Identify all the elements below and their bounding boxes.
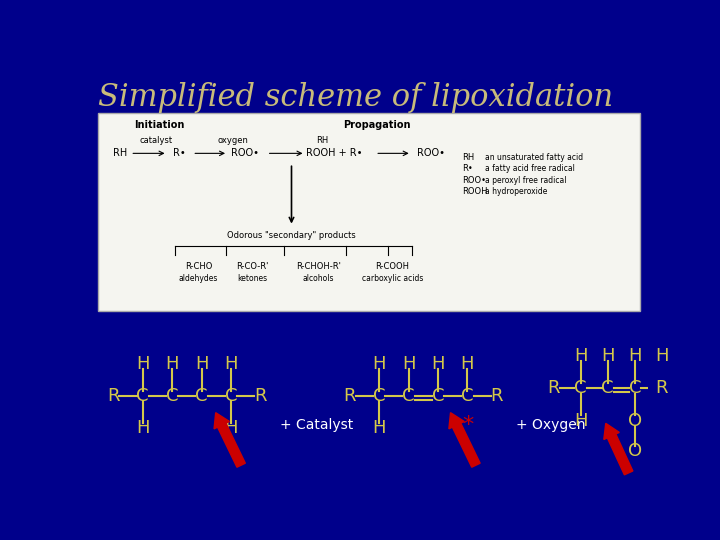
Text: ROOH + R•: ROOH + R• bbox=[306, 148, 362, 158]
Text: H: H bbox=[195, 355, 208, 373]
Text: C: C bbox=[575, 379, 587, 397]
Text: R: R bbox=[107, 387, 120, 405]
Text: O: O bbox=[628, 411, 642, 429]
Text: + Oxygen: + Oxygen bbox=[516, 418, 586, 432]
Text: + Catalyst: + Catalyst bbox=[280, 418, 353, 432]
Text: Simplified scheme of lipoxidation: Simplified scheme of lipoxidation bbox=[98, 82, 613, 113]
Text: Initiation: Initiation bbox=[135, 120, 185, 130]
Text: RH: RH bbox=[113, 148, 127, 158]
Text: C: C bbox=[629, 379, 641, 397]
Text: H: H bbox=[136, 419, 150, 437]
Text: R: R bbox=[343, 387, 356, 405]
Text: H: H bbox=[574, 411, 588, 429]
Text: Propagation: Propagation bbox=[343, 120, 410, 130]
Text: R: R bbox=[254, 387, 266, 405]
Text: O: O bbox=[628, 442, 642, 460]
Text: C: C bbox=[373, 387, 385, 405]
Text: a hydroperoxide: a hydroperoxide bbox=[485, 187, 548, 197]
Text: H: H bbox=[628, 347, 642, 365]
Text: carboxylic acids: carboxylic acids bbox=[361, 274, 423, 284]
Text: H: H bbox=[225, 355, 238, 373]
Text: C: C bbox=[166, 387, 179, 405]
Text: R-COOH: R-COOH bbox=[375, 262, 409, 271]
Text: H: H bbox=[655, 347, 669, 365]
Text: R-CHOH-R': R-CHOH-R' bbox=[296, 262, 341, 271]
Text: ketones: ketones bbox=[238, 274, 268, 284]
Text: C: C bbox=[432, 387, 444, 405]
Text: H: H bbox=[225, 419, 238, 437]
Text: H: H bbox=[166, 355, 179, 373]
FancyArrow shape bbox=[604, 423, 633, 475]
Text: RH: RH bbox=[316, 136, 328, 145]
Text: an unsaturated fatty acid: an unsaturated fatty acid bbox=[485, 153, 583, 161]
Text: C: C bbox=[462, 387, 474, 405]
Text: H: H bbox=[574, 347, 588, 365]
FancyArrow shape bbox=[449, 413, 480, 467]
Text: C: C bbox=[137, 387, 149, 405]
Text: oxygen: oxygen bbox=[218, 136, 249, 145]
FancyArrow shape bbox=[214, 413, 246, 467]
Text: ROO•: ROO• bbox=[231, 148, 259, 158]
Text: H: H bbox=[601, 347, 614, 365]
Text: H: H bbox=[372, 355, 386, 373]
Text: C: C bbox=[225, 387, 238, 405]
Text: R-CO-R': R-CO-R' bbox=[237, 262, 269, 271]
Text: H: H bbox=[372, 419, 386, 437]
Text: *: * bbox=[462, 415, 473, 435]
Text: H: H bbox=[431, 355, 445, 373]
Text: R: R bbox=[656, 379, 668, 397]
Text: H: H bbox=[136, 355, 150, 373]
FancyBboxPatch shape bbox=[98, 112, 640, 311]
Text: aldehydes: aldehydes bbox=[179, 274, 218, 284]
Text: catalyst: catalyst bbox=[139, 136, 172, 145]
Text: R•: R• bbox=[462, 164, 473, 173]
Text: C: C bbox=[402, 387, 415, 405]
Text: Odorous "secondary" products: Odorous "secondary" products bbox=[227, 231, 356, 240]
Text: a peroxyl free radical: a peroxyl free radical bbox=[485, 176, 567, 185]
Text: R: R bbox=[547, 379, 559, 397]
Text: ROOH: ROOH bbox=[462, 187, 487, 197]
Text: ROO•: ROO• bbox=[417, 148, 445, 158]
Text: H: H bbox=[402, 355, 415, 373]
Text: a fatty acid free radical: a fatty acid free radical bbox=[485, 164, 575, 173]
Text: R-CHO: R-CHO bbox=[185, 262, 212, 271]
Text: R: R bbox=[490, 387, 503, 405]
Text: alcohols: alcohols bbox=[303, 274, 334, 284]
Text: R•: R• bbox=[173, 148, 186, 158]
Text: C: C bbox=[195, 387, 208, 405]
Text: RH: RH bbox=[462, 153, 474, 161]
Text: H: H bbox=[461, 355, 474, 373]
Text: ROO•: ROO• bbox=[462, 176, 486, 185]
Text: C: C bbox=[601, 379, 614, 397]
